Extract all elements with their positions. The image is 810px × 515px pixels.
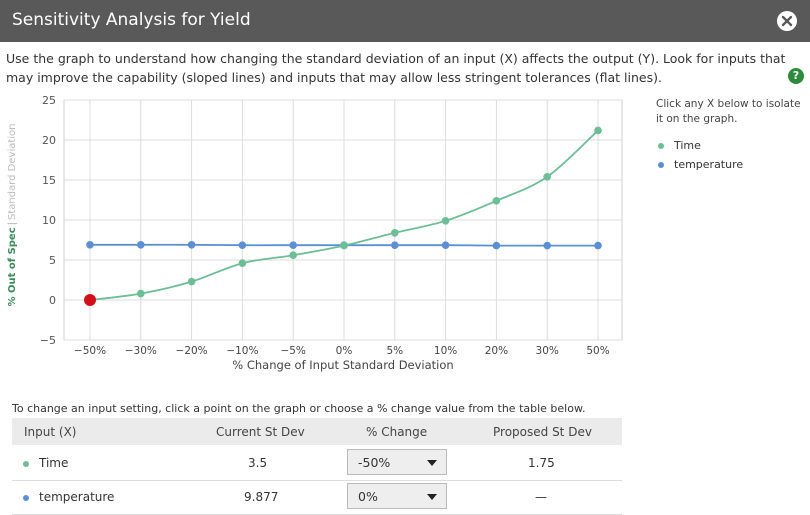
- data-point-time[interactable]: [137, 289, 145, 298]
- legend-dot-time: [658, 143, 664, 149]
- x-tick-label: 20%: [485, 345, 508, 357]
- data-point-temperature[interactable]: [492, 241, 501, 250]
- row-current-time: 3.5: [248, 456, 268, 470]
- data-point-temperature[interactable]: [543, 241, 551, 250]
- x-tick-label: −50%: [74, 345, 106, 357]
- legend-item-temperature[interactable]: temperature: [656, 158, 806, 171]
- row-input-temperature: temperature: [39, 490, 115, 504]
- data-point-time[interactable]: [441, 217, 450, 225]
- y-axis-toggle-standard-deviation[interactable]: Standard Deviation: [7, 123, 18, 220]
- row-proposed-temperature: —: [535, 490, 547, 504]
- help-icon[interactable]: ?: [788, 68, 804, 84]
- row-proposed-time: 1.75: [528, 456, 555, 470]
- close-button[interactable]: [777, 11, 797, 31]
- data-point-time[interactable]: [187, 277, 196, 286]
- y-tick-label: 15: [42, 174, 56, 187]
- data-point-temperature[interactable]: [441, 241, 450, 249]
- percent-change-select-time[interactable]: -50%: [347, 449, 447, 475]
- title-bar: Sensitivity Analysis for Yield: [0, 0, 810, 42]
- legend-dot-temperature: [658, 162, 664, 168]
- x-axis-label: % Change of Input Standard Deviation: [232, 358, 453, 372]
- header-input: Input (X): [24, 425, 77, 439]
- header-current-st-dev: Current St Dev: [216, 425, 305, 439]
- close-icon: [781, 15, 793, 27]
- legend-item-time[interactable]: Time: [656, 139, 806, 152]
- y-tick-label: −5: [40, 334, 56, 347]
- x-tick-label: −20%: [176, 345, 208, 357]
- row-dot-time: [23, 461, 29, 467]
- table-header: Input (X) Current St Dev % Change Propos…: [12, 418, 622, 445]
- legend-hint: Click any X below to isolate it on the g…: [656, 98, 801, 125]
- y-tick-label: 25: [42, 94, 56, 107]
- legend: Click any X below to isolate it on the g…: [656, 97, 806, 171]
- x-tick-label: −5%: [280, 345, 305, 357]
- x-tick-label: 10%: [434, 345, 457, 357]
- table-hint: To change an input setting, click a poin…: [12, 402, 586, 415]
- y-tick-label: 10: [42, 214, 56, 227]
- y-tick-label: 5: [49, 254, 56, 267]
- table-row-temperature: temperature 9.877 0% —: [12, 480, 622, 515]
- intro-text: Use the graph to understand how changing…: [6, 51, 786, 85]
- y-tick-label: 0: [49, 294, 56, 307]
- data-point-time[interactable]: [340, 241, 348, 250]
- x-tick-label: 50%: [586, 345, 609, 357]
- header-percent-change: % Change: [366, 425, 428, 439]
- selected-point-time[interactable]: [84, 294, 96, 306]
- sensitivity-chart: −5 0 5 10 15 20 25 −50% −30% −20% −10% −5% 0% 5% 10% 20…: [40, 94, 623, 372]
- data-point-temperature[interactable]: [289, 241, 298, 249]
- data-point-time[interactable]: [492, 197, 501, 205]
- data-point-temperature[interactable]: [391, 241, 399, 249]
- y-axis-label-separator: |: [7, 222, 18, 226]
- data-point-time[interactable]: [594, 126, 602, 135]
- legend-label-time: Time: [674, 139, 701, 152]
- y-tick-label: 20: [42, 134, 56, 147]
- chevron-down-icon: [427, 494, 437, 500]
- data-point-temperature[interactable]: [594, 241, 602, 250]
- data-point-temperature[interactable]: [137, 241, 145, 249]
- x-tick-label: −10%: [226, 345, 258, 357]
- header-proposed-st-dev: Proposed St Dev: [493, 425, 592, 439]
- x-tick-label: 5%: [386, 345, 403, 357]
- row-input-time: Time: [39, 456, 69, 470]
- data-point-temperature[interactable]: [238, 241, 247, 249]
- percent-change-select-temperature[interactable]: 0%: [347, 483, 447, 509]
- chevron-down-icon: [427, 460, 437, 466]
- y-axis-label: % Out of Spec| Standard Deviation: [4, 123, 18, 306]
- x-tick-label: −30%: [125, 345, 157, 357]
- data-point-time[interactable]: [543, 173, 551, 181]
- row-current-temperature: 9.877: [244, 490, 279, 504]
- legend-label-temperature: temperature: [674, 158, 744, 171]
- data-point-time[interactable]: [289, 251, 298, 259]
- row-dot-temperature: [23, 495, 29, 501]
- data-point-temperature[interactable]: [86, 241, 94, 249]
- x-tick-label: 0%: [336, 345, 353, 357]
- percent-change-value-time: -50%: [358, 455, 391, 470]
- data-point-time[interactable]: [238, 259, 247, 267]
- data-point-temperature[interactable]: [187, 241, 196, 249]
- y-axis-label-main: % Out of Spec: [7, 227, 18, 307]
- window-title: Sensitivity Analysis for Yield: [12, 10, 251, 30]
- table-row-time: Time 3.5 -50% 1.75: [12, 446, 622, 481]
- data-point-time[interactable]: [391, 229, 399, 237]
- x-tick-label: 30%: [536, 345, 559, 357]
- percent-change-value-temperature: 0%: [358, 489, 378, 504]
